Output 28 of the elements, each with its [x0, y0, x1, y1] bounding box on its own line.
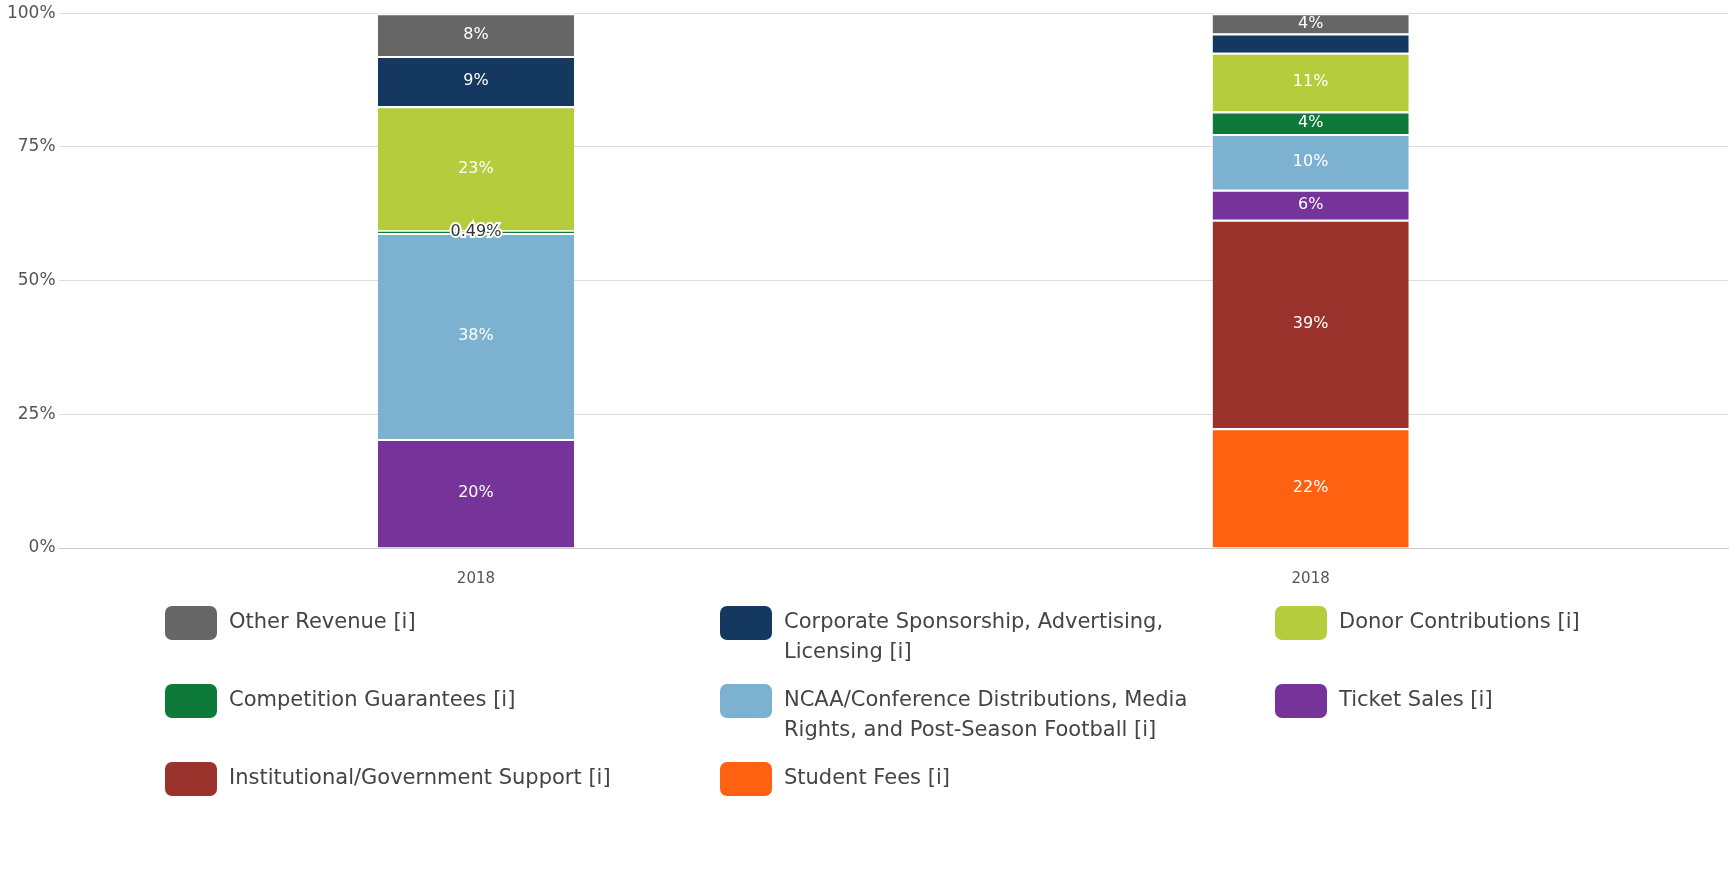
legend-label: Competition Guarantees [i]	[229, 686, 516, 713]
y-tick-label: 75%	[17, 135, 56, 156]
y-tick-label: 100%	[6, 1, 56, 22]
legend-label: Student Fees [i]	[784, 764, 950, 791]
legend-label: NCAA/Conference Distributions, Media Rights, and Post-Season Football [i]	[784, 686, 1189, 743]
legend-label: Corporate Sponsorship, Advertising, Licensing [i]	[784, 608, 1165, 665]
data-label: 10%	[1292, 151, 1329, 171]
legend-label: Donor Contributions [i]	[1339, 608, 1580, 635]
data-label: 8%	[463, 23, 489, 43]
data-label: 38%	[458, 325, 494, 345]
data-label: 9%	[463, 70, 489, 90]
data-label: 20%	[458, 482, 494, 502]
x-tick-label: 2018	[1291, 568, 1330, 587]
legend-label: Institutional/Government Support [i]	[229, 764, 611, 791]
y-tick-label: 25%	[17, 402, 56, 423]
data-label: 0.49%	[450, 220, 502, 240]
data-label: 23%	[458, 157, 494, 177]
legend-label: Ticket Sales [i]	[1339, 686, 1493, 713]
data-label: 11%	[1292, 71, 1329, 91]
data-label: 39%	[1292, 313, 1329, 333]
data-label: 4%	[1297, 111, 1324, 131]
x-tick-label: 2018	[456, 568, 496, 587]
y-tick-label: 0%	[28, 536, 56, 557]
data-label: 6%	[1297, 193, 1324, 213]
y-tick-label: 50%	[17, 269, 56, 290]
legend-label: Other Revenue [i]	[229, 608, 416, 635]
data-label: 22%	[1292, 477, 1329, 497]
data-label: 4%	[1297, 12, 1324, 32]
